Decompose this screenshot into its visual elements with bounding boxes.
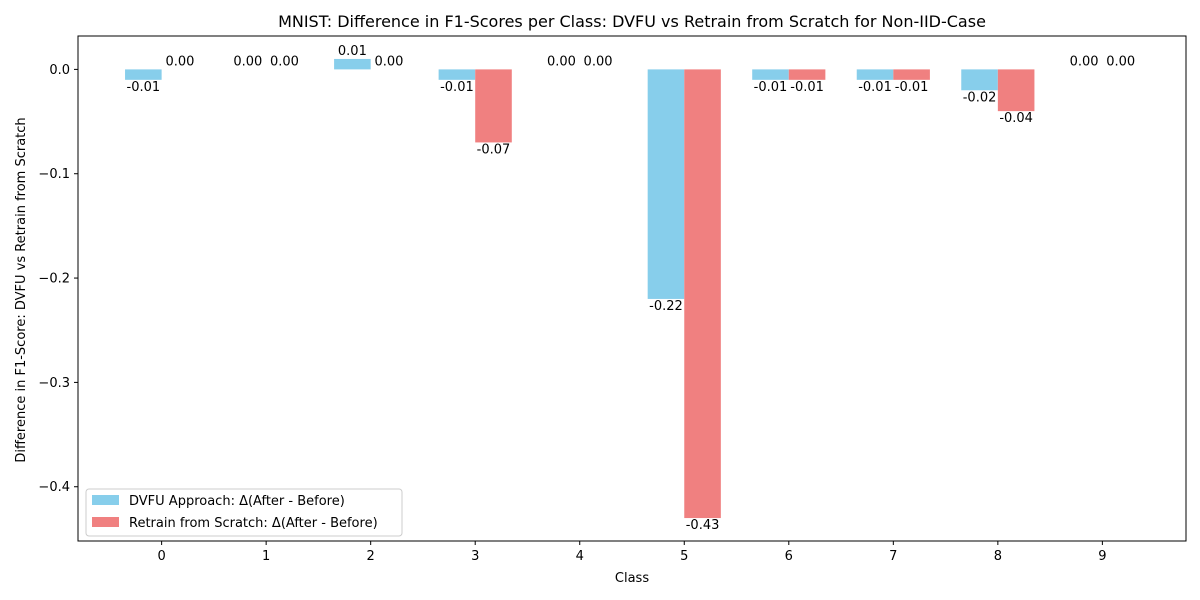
x-axis-label: Class (615, 571, 649, 586)
legend-label-1: Retrain from Scratch: Δ(After - Before) (129, 516, 378, 531)
x-tick-label-1: 1 (262, 549, 270, 564)
bar-s1-c3 (475, 69, 512, 143)
axes-frame (77, 35, 1187, 542)
data-label-s1-c4: 0.00 (584, 54, 613, 69)
data-label-s0-c2: 0.01 (338, 44, 367, 59)
data-label-s1-c8: -0.04 (999, 111, 1033, 126)
data-label-s1-c1: 0.00 (270, 54, 299, 69)
data-label-s1-c9: 0.00 (1106, 54, 1135, 69)
data-label-s0-c4: 0.00 (547, 54, 576, 69)
legend-box (85, 488, 403, 537)
y-tick-label-1: −0.1 (38, 167, 70, 182)
data-label-s0-c8: -0.02 (963, 90, 997, 105)
bar-s1-c7 (893, 69, 930, 80)
data-label-s0-c3: -0.01 (440, 80, 474, 95)
x-tick-label-5: 5 (680, 549, 688, 564)
bar-s0-c2 (334, 58, 371, 70)
legend-label-0: DVFU Approach: Δ(After - Before) (129, 494, 345, 509)
data-label-s0-c9: 0.00 (1070, 54, 1099, 69)
data-label-s1-c3: -0.07 (477, 142, 511, 157)
data-label-s0-c1: 0.00 (233, 54, 262, 69)
legend-swatch-1 (92, 517, 119, 527)
y-tick-label-2: −0.2 (38, 272, 70, 287)
x-tick-label-4: 4 (576, 549, 584, 564)
data-label-s1-c7: -0.01 (895, 80, 929, 95)
bar-s0-c3 (438, 69, 476, 80)
bar-s1-c5 (684, 69, 721, 519)
data-label-s0-c5: -0.22 (649, 299, 683, 314)
x-tick-label-0: 0 (157, 549, 165, 564)
y-axis-label: Difference in F1-Score: DVFU vs Retrain … (14, 117, 29, 462)
data-label-s1-c2: 0.00 (374, 54, 403, 69)
x-tick-label-2: 2 (367, 549, 375, 564)
bar-s0-c5 (647, 69, 685, 299)
data-label-s1-c6: -0.01 (790, 80, 824, 95)
bar-s1-c8 (997, 69, 1035, 112)
data-label-s0-c0: -0.01 (127, 80, 161, 95)
x-tick-label-8: 8 (994, 549, 1002, 564)
data-label-s0-c7: -0.01 (858, 80, 892, 95)
chart-title: MNIST: Difference in F1-Scores per Class… (278, 12, 986, 31)
x-tick-label-6: 6 (785, 549, 793, 564)
x-tick-label-9: 9 (1098, 549, 1106, 564)
bar-s0-c0 (125, 69, 162, 80)
data-label-s0-c6: -0.01 (754, 80, 788, 95)
legend: DVFU Approach: Δ(After - Before) Retrain … (85, 488, 403, 537)
y-tick-label-0: 0.0 (49, 63, 70, 78)
y-tick-label-3: −0.3 (38, 376, 70, 391)
bar-s0-c8 (961, 69, 998, 91)
data-label-s1-c0: 0.00 (165, 54, 194, 69)
bar-s1-c6 (788, 69, 826, 80)
data-label-s1-c5: -0.43 (686, 518, 720, 533)
plot-area: -0.010.000.01-0.010.00-0.22-0.01 -0.01-0.… (38, 35, 1187, 564)
x-tick-label-3: 3 (471, 549, 479, 564)
y-tick-label-4: −0.4 (38, 480, 70, 495)
bar-s0-c6 (752, 69, 789, 80)
bar-s0-c7 (856, 69, 894, 80)
x-tick-label-7: 7 (889, 549, 897, 564)
legend-swatch-0 (92, 495, 119, 505)
